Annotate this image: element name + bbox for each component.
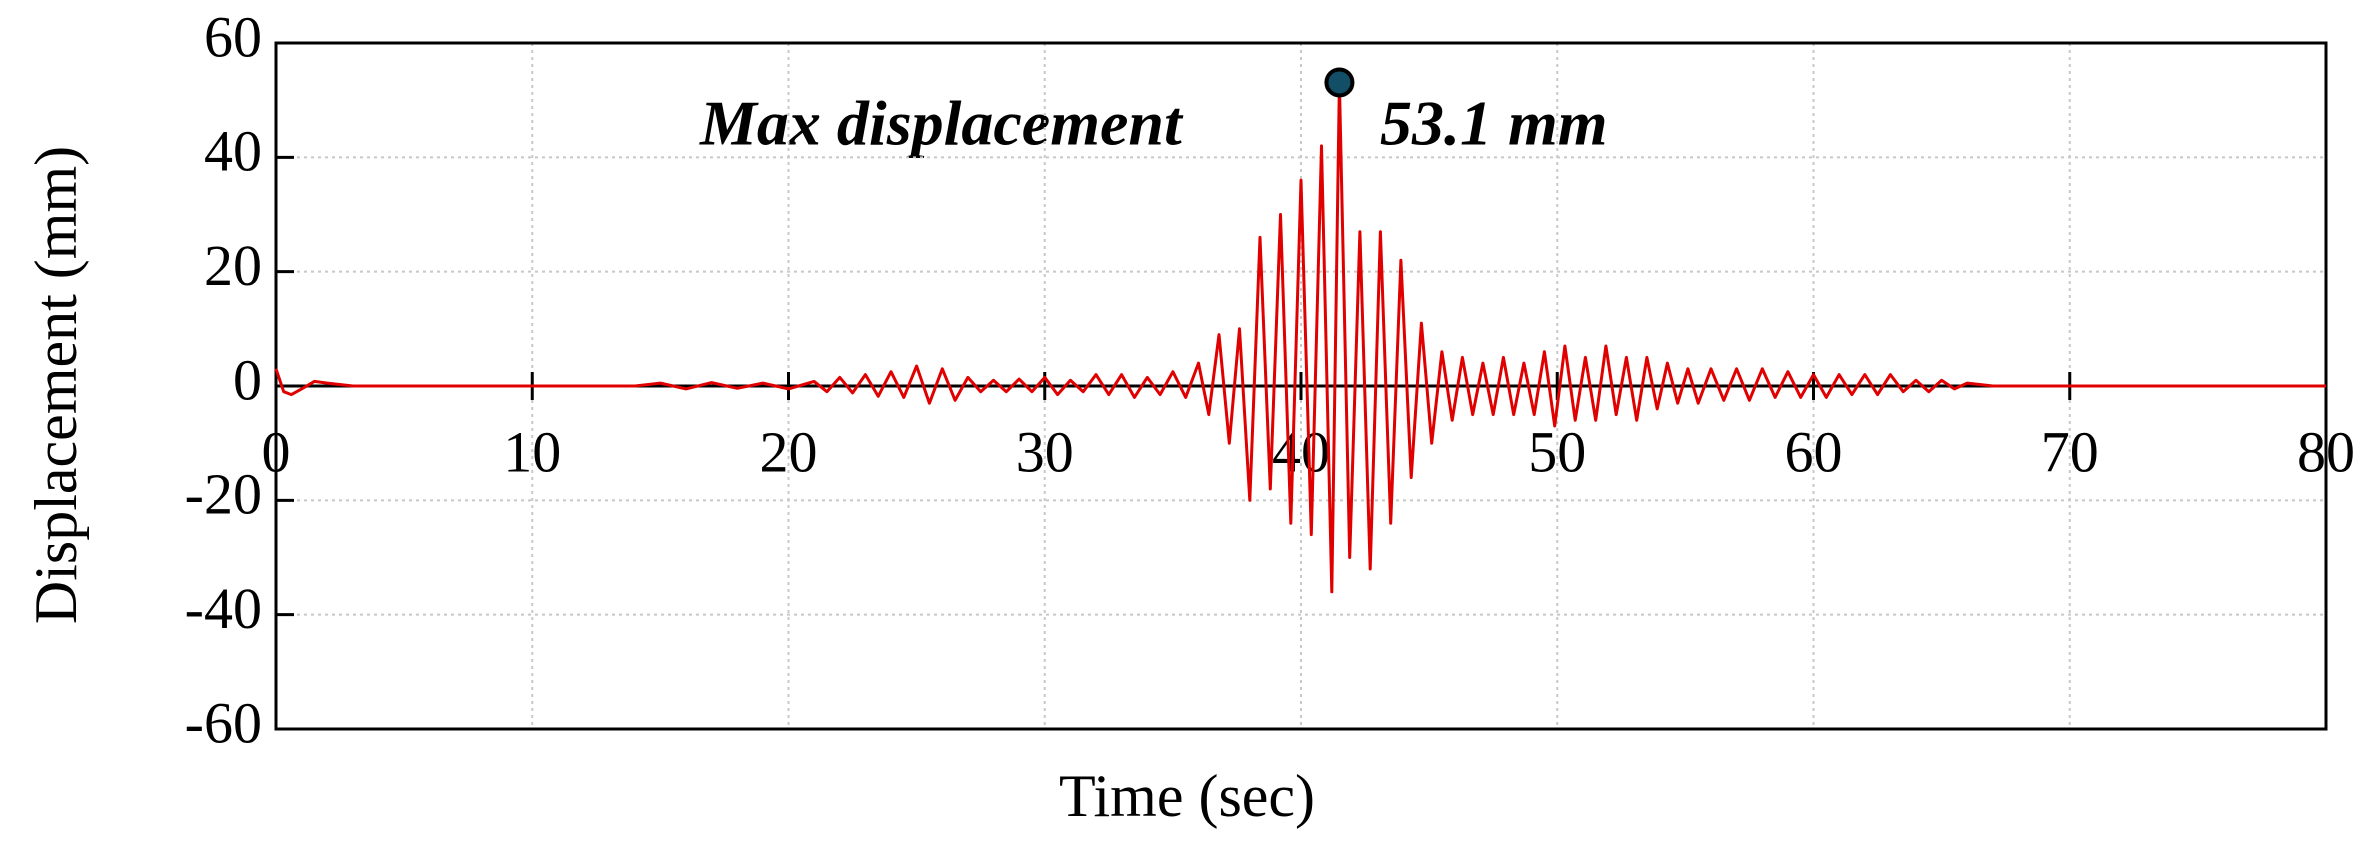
- x-tick-label: 40: [1272, 419, 1330, 484]
- x-tick-label: 20: [760, 419, 818, 484]
- y-tick-label: 60: [204, 4, 262, 69]
- y-axis-title: Displacement (mm): [23, 146, 89, 624]
- x-tick-label: 10: [503, 419, 561, 484]
- y-tick-label: 40: [204, 119, 262, 184]
- y-tick-label: 0: [233, 347, 262, 412]
- x-tick-label: 30: [1016, 419, 1074, 484]
- x-tick-label: 60: [1785, 419, 1843, 484]
- y-tick-label: -40: [185, 576, 262, 641]
- x-axis-title: Time (sec): [1059, 763, 1315, 829]
- y-tick-label: -20: [185, 462, 262, 527]
- annotation: Max displacement: [699, 88, 1184, 159]
- data-line: [274, 80, 2326, 594]
- y-tick-label: -60: [185, 690, 262, 755]
- x-tick-label: 50: [1528, 419, 1586, 484]
- x-tick-label: 70: [2041, 419, 2099, 484]
- max-marker: [1324, 67, 1355, 98]
- max-label: 53.1 mm: [1380, 88, 1608, 159]
- y-tick-label: 20: [204, 233, 262, 298]
